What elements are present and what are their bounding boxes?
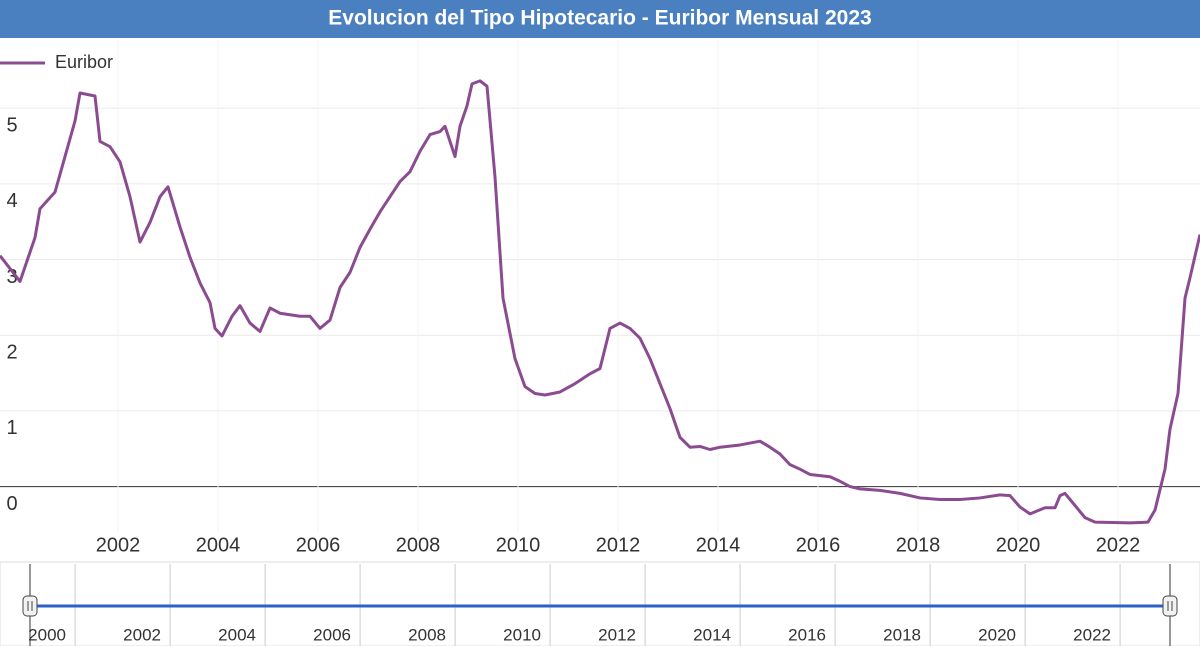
x-tick-label: 2008 xyxy=(396,534,441,556)
navigator-tick-label: 2000 xyxy=(28,625,66,644)
navigator-tick-label: 2014 xyxy=(693,625,731,644)
navigator-handle[interactable] xyxy=(1162,595,1178,617)
legend-label: Euribor xyxy=(55,52,113,72)
navigator-tick-label: 2022 xyxy=(1073,625,1111,644)
y-tick-label: 3 xyxy=(6,266,17,288)
x-tick-label: 2010 xyxy=(496,534,541,556)
x-tick-label: 2016 xyxy=(796,534,841,556)
x-tick-label: 2012 xyxy=(596,534,641,556)
x-tick-label: 2004 xyxy=(196,534,241,556)
y-tick-label: 0 xyxy=(6,493,17,515)
navigator-handle[interactable] xyxy=(22,595,38,617)
navigator-tick-label: 2016 xyxy=(788,625,826,644)
navigator-tick-label: 2010 xyxy=(503,625,541,644)
title-bar xyxy=(0,0,1200,38)
x-tick-label: 2018 xyxy=(896,534,941,556)
x-tick-label: 2014 xyxy=(696,534,741,556)
y-tick-label: 2 xyxy=(6,341,17,363)
navigator-tick-label: 2018 xyxy=(883,625,921,644)
y-tick-label: 4 xyxy=(6,190,17,212)
navigator-tick-label: 2008 xyxy=(408,625,446,644)
x-tick-label: 2020 xyxy=(996,534,1041,556)
navigator-tick-label: 2012 xyxy=(598,625,636,644)
navigator-tick-label: 2006 xyxy=(313,625,351,644)
navigator-tick-label: 2004 xyxy=(218,625,256,644)
navigator-tick-label: 2002 xyxy=(123,625,161,644)
series-line xyxy=(0,79,1200,525)
navigator xyxy=(0,561,1200,646)
y-tick-label: 1 xyxy=(6,417,17,439)
y-tick-label: 5 xyxy=(6,114,17,136)
x-tick-label: 2002 xyxy=(96,534,141,556)
chart-title: Evolucion del Tipo Hipotecario - Euribor… xyxy=(328,7,871,30)
x-tick-label: 2006 xyxy=(296,534,341,556)
navigator-tick-label: 2020 xyxy=(978,625,1016,644)
x-tick-label: 2022 xyxy=(1096,534,1141,556)
